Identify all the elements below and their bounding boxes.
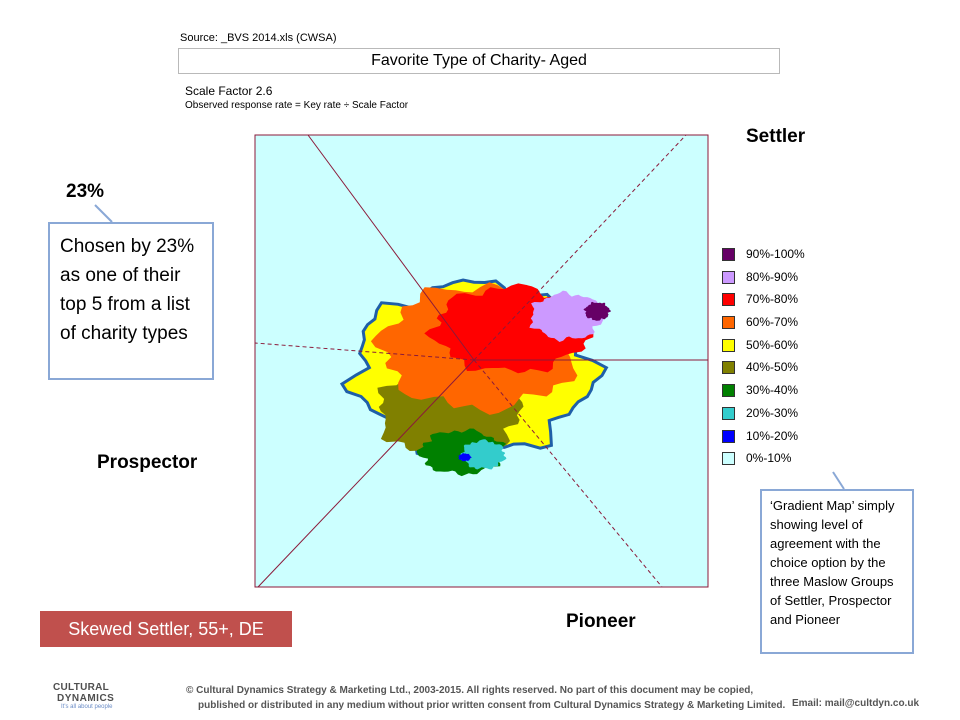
- divider-line-top: [307, 134, 475, 361]
- group-label-pioneer: Pioneer: [566, 611, 636, 632]
- dashed-line-lower-right: [473, 359, 663, 588]
- legend-swatch: [722, 248, 735, 261]
- heat-region: [458, 453, 472, 462]
- dashed-line-left: [254, 342, 475, 361]
- legend-swatch: [722, 361, 735, 375]
- headline-percent: 23%: [66, 181, 105, 202]
- group-label-prospector: Prospector: [97, 452, 198, 473]
- logo-tagline: It's all about people: [61, 704, 113, 710]
- legend-swatch: [722, 293, 735, 307]
- scale-factor: Scale Factor 2.6: [185, 84, 273, 98]
- segment-badge: Skewed Settler, 55+, DE: [40, 611, 292, 647]
- legend-label: 80%-90%: [746, 269, 799, 284]
- copyright-line2: published or distributed in any medium w…: [198, 700, 786, 711]
- legend-swatch: [722, 406, 735, 420]
- copyright-line1: © Cultural Dynamics Strategy & Marketing…: [186, 685, 754, 696]
- legend-label: 90%-100%: [746, 247, 805, 261]
- legend-swatch: [722, 338, 735, 352]
- legend-swatch: [722, 452, 735, 466]
- source-note: Source: _BVS 2014.xls (CWSA): [180, 32, 337, 44]
- legend-swatch: [722, 429, 735, 443]
- observed-rate-note: Observed response rate = Key rate ÷ Scal…: [185, 100, 409, 111]
- footer-copyright: © Cultural Dynamics Strategy & Marketing…: [186, 683, 785, 713]
- legend-label: 60%-70%: [746, 315, 799, 330]
- footer-email[interactable]: Email: mail@cultdyn.co.uk: [792, 698, 920, 709]
- legend-swatch: [722, 270, 735, 284]
- legend-label: 70%-80%: [746, 292, 799, 307]
- dashed-line-upper-right: [473, 134, 687, 361]
- legend-label: 40%-50%: [746, 360, 799, 375]
- logo-text-line1: CULTURAL: [53, 682, 110, 693]
- company-logo: CULTURAL DYNAMICS It's all about people: [53, 682, 143, 710]
- legend-swatch: [722, 384, 735, 398]
- legend-label: 10%-20%: [746, 428, 799, 443]
- legend-swatch: [722, 316, 735, 330]
- chart-title: Favorite Type of Charity- Aged: [178, 48, 780, 74]
- legend-label: 20%-30%: [746, 405, 799, 420]
- gradient-map-note: ‘Gradient Map’ simply showing level of a…: [760, 489, 914, 654]
- heat-region: [460, 439, 507, 470]
- legend-label: 50%-60%: [746, 337, 799, 352]
- legend-label: 30%-40%: [746, 383, 799, 398]
- logo-text-line2: DYNAMICS: [57, 693, 115, 704]
- group-label-settler: Settler: [746, 126, 806, 147]
- heat-region: [529, 290, 604, 342]
- callout-box: Chosen by 23% as one of their top 5 from…: [48, 222, 214, 380]
- divider-line-bottom: [257, 359, 475, 588]
- heat-region: [583, 301, 611, 321]
- legend-label: 0%-10%: [746, 451, 792, 466]
